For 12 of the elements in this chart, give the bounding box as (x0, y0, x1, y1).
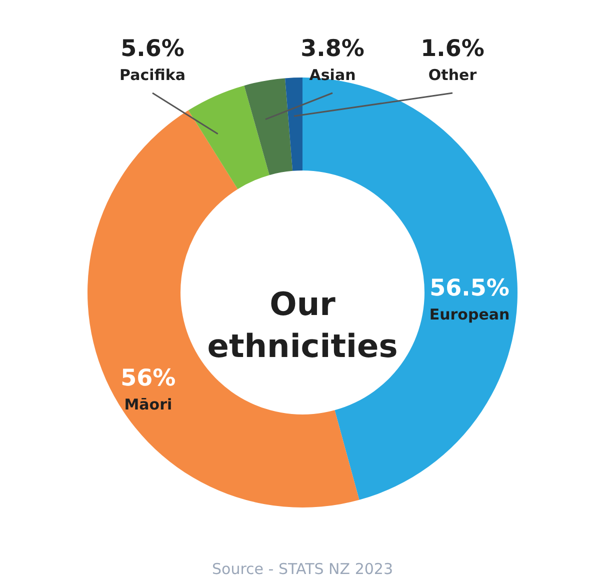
slice-label: European (429, 306, 510, 324)
data-label: 1.6% (420, 36, 484, 62)
slice-label: Asian (309, 66, 356, 84)
data-label: 56% (120, 366, 176, 392)
slice-label: Other (428, 66, 478, 84)
text: Our ethnicities (207, 285, 398, 365)
data-label: 56.5% (430, 276, 510, 302)
source-note: Source - STATS NZ 2023 (212, 560, 393, 578)
data-label: 5.6% (120, 36, 184, 62)
slice-label: Māori (124, 396, 172, 414)
data-label: 3.8% (300, 36, 364, 62)
slice-label: Pacifika (120, 66, 186, 84)
